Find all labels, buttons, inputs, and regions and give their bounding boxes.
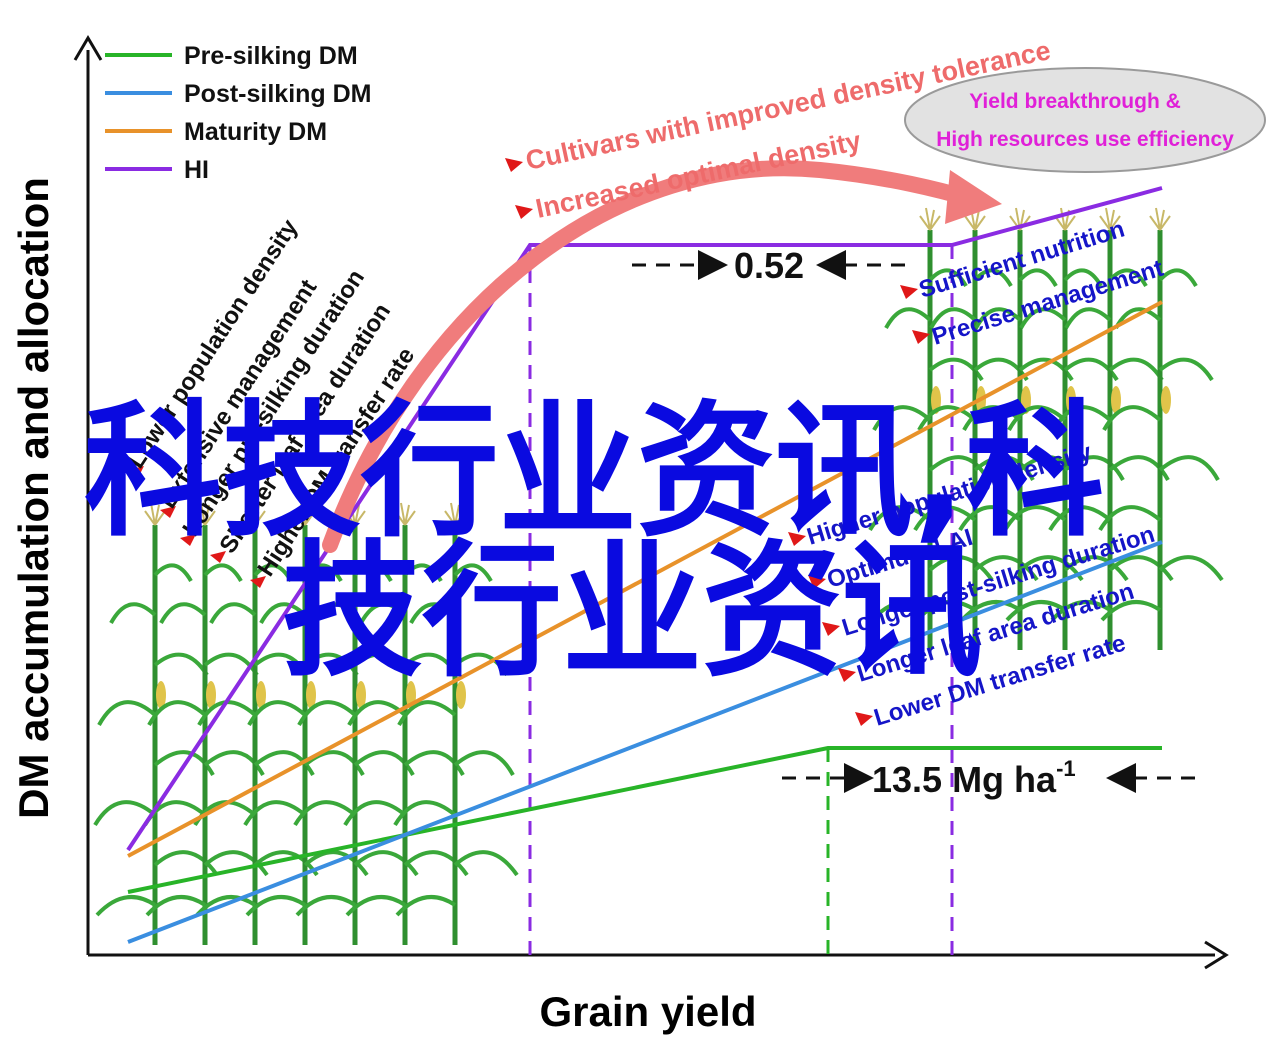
yield-breakthrough-ellipse: Yield breakthrough & High resources use … — [904, 67, 1266, 173]
guide-lines — [528, 245, 954, 955]
red-pointer-icon — [210, 551, 226, 563]
watermark: 科技行业资讯,科 技行业资讯 — [84, 387, 1104, 697]
y-axis-arrow-icon — [73, 35, 103, 61]
axes: Grain yield DM accumulation and allocati… — [10, 35, 1229, 1035]
red-pointer-icon — [505, 158, 523, 172]
hi-value-annotation: 0.52 — [632, 245, 905, 286]
red-pointer-icon — [160, 506, 176, 518]
pre-silking-line — [127, 746, 1162, 894]
legend-label: Pre-silking DM — [184, 42, 358, 70]
legend-label: HI — [184, 156, 209, 184]
red-pointer-icon — [808, 575, 826, 589]
red-pointer-icon — [515, 205, 533, 219]
red-pointer-icon — [838, 668, 856, 682]
legend-label: Maturity DM — [184, 118, 327, 146]
red-pointer-icon — [180, 534, 196, 546]
maturity-line — [127, 300, 1163, 858]
red-pointer-icon — [822, 622, 840, 636]
legend-item-hi: HI — [105, 156, 209, 184]
yield-value-superscript: -1 — [1056, 756, 1076, 781]
red-pointer-icon — [855, 712, 873, 726]
red-arrow-head-icon — [945, 170, 1002, 224]
series-lines — [126, 186, 1163, 944]
legend-item-post-silking: Post-silking DM — [105, 80, 372, 108]
legend-item-pre-silking: Pre-silking DM — [105, 42, 358, 70]
x-axis-title: Grain yield — [539, 988, 756, 1035]
legend: Pre-silking DM Post-silking DM Maturity … — [105, 42, 372, 184]
ellipse-line-2: High resources use efficiency — [936, 128, 1234, 151]
red-pointer-icon — [128, 466, 144, 478]
yield-value-annotation: 13.5 Mg ha-1 — [782, 756, 1195, 800]
watermark-line-2: 技行业资讯 — [282, 527, 982, 697]
yield-value-main: 13.5 Mg ha — [872, 759, 1057, 800]
right-labels-top: Sufficient nutrition Precise management — [900, 216, 1166, 351]
red-pointer-icon — [250, 576, 266, 588]
ellipse-shape — [904, 67, 1266, 173]
x-axis-arrow-icon — [1204, 940, 1229, 970]
red-curved-arrow — [322, 160, 1002, 553]
yield-value: 13.5 Mg ha-1 — [872, 756, 1076, 800]
red-arrow-body — [322, 160, 983, 553]
legend-label: Post-silking DM — [184, 80, 372, 108]
y-axis-title: DM accumulation and allocation — [10, 177, 57, 819]
red-pointer-icon — [900, 285, 918, 299]
watermark-line-1: 科技行业资讯,科 — [84, 387, 1104, 557]
legend-item-maturity: Maturity DM — [105, 118, 327, 146]
hi-value: 0.52 — [734, 245, 804, 286]
red-pointer-icon — [912, 330, 930, 344]
ellipse-line-1: Yield breakthrough & — [969, 90, 1181, 113]
red-pointer-icon — [788, 532, 806, 546]
post-silking-line — [127, 540, 1163, 944]
